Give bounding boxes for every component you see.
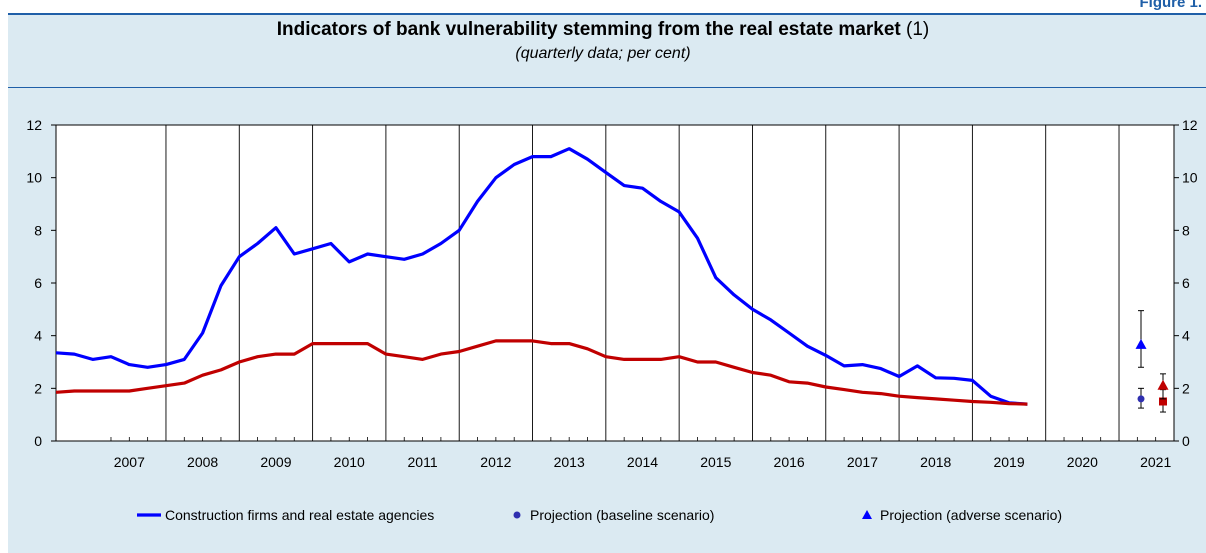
x-tick-label: 2021 [1140, 454, 1171, 470]
x-tick-label: 2008 [187, 454, 218, 470]
y-tick-label-left: 2 [34, 380, 42, 396]
x-tick-label: 2013 [554, 454, 585, 470]
y-tick-label-left: 12 [26, 117, 42, 133]
y-tick-label-right: 12 [1182, 117, 1198, 133]
projection-marker-triangle [1135, 338, 1147, 349]
x-tick-label: 2017 [847, 454, 878, 470]
x-tick-label: 2014 [627, 454, 658, 470]
legend-label: Projection (adverse scenario) [880, 507, 1062, 523]
series-line-red [55, 339, 1028, 406]
y-tick-label-right: 0 [1182, 433, 1190, 449]
figure-label: Figure 1. [1139, 0, 1202, 11]
y-tick-label-right: 6 [1182, 275, 1190, 291]
y-tick-label-right: 10 [1182, 170, 1198, 186]
title-divider [8, 87, 1206, 88]
x-tick-label: 2007 [114, 454, 145, 470]
x-tick-label: 2011 [408, 454, 438, 470]
y-tick-label-right: 8 [1182, 222, 1190, 238]
legend-label: Projection (baseline scenario) [530, 507, 714, 523]
projection-marker-triangle [1157, 379, 1169, 390]
x-tick-label: 2009 [260, 454, 291, 470]
x-tick-label: 2020 [1067, 454, 1098, 470]
chart-title: Indicators of bank vulnerability stemmin… [0, 19, 1206, 41]
y-tick-label-left: 6 [34, 275, 42, 291]
y-tick-label-left: 4 [34, 328, 42, 344]
projection-marker-square [1159, 397, 1168, 406]
chart-title-main: Indicators of bank vulnerability stemmin… [276, 19, 901, 40]
x-tick-label: 2010 [334, 454, 365, 470]
y-tick-label-right: 4 [1182, 328, 1190, 344]
x-tick-label: 2019 [993, 454, 1024, 470]
y-tick-label-left: 8 [34, 222, 42, 238]
chart-title-note: (1) [906, 19, 930, 40]
y-tick-label-left: 10 [26, 170, 42, 186]
x-tick-label: 2015 [700, 454, 731, 470]
x-tick-label: 2012 [480, 454, 511, 470]
x-tick-label: 2016 [774, 454, 805, 470]
chart-subtitle: (quarterly data; per cent) [515, 45, 691, 62]
series-line-construction [55, 147, 1028, 406]
legend-swatch-triangle [862, 510, 872, 519]
legend-label: Construction firms and real estate agenc… [165, 507, 434, 523]
x-tick-label: 2018 [920, 454, 951, 470]
projection-marker-circle [1137, 395, 1145, 403]
y-tick-label-left: 0 [34, 433, 42, 449]
legend-swatch-circle [513, 511, 521, 519]
y-tick-label-right: 2 [1182, 380, 1190, 396]
